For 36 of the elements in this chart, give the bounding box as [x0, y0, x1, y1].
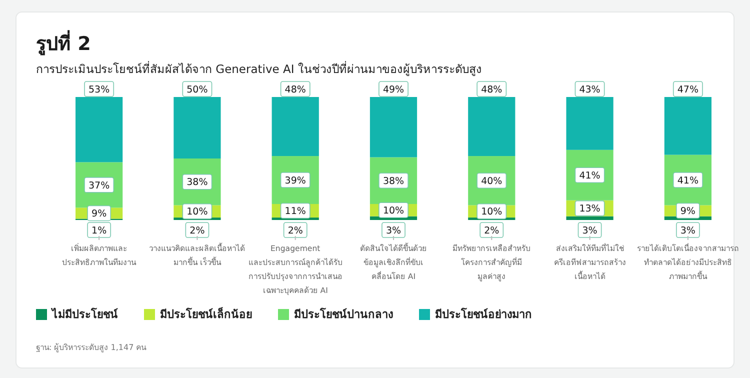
data-label: 48% [284, 84, 306, 96]
data-label: 11% [284, 206, 306, 218]
data-label: 38% [186, 177, 208, 188]
legend-label: มีประโยชน์อย่างมาก [435, 307, 532, 321]
data-label: 53% [88, 84, 110, 96]
data-label: 38% [382, 176, 404, 187]
data-label: 3% [386, 225, 402, 236]
data-label: 2% [484, 225, 500, 236]
text: ฐาน: ผู้บริหารระดับสูง 1,147 คน [36, 343, 148, 353]
data-label: 41% [677, 175, 698, 186]
legend-label: ไม่มีประโยชน์ [50, 307, 118, 321]
data-label: 10% [382, 205, 404, 216]
data-label: 9% [92, 208, 107, 220]
chart-subtitle: การประเมินประโยชน์ที่สัมผัสได้จาก Generative AI ในช่วงปีที่ผ่านมาของผู้บริหารระดับสูง [36, 61, 482, 76]
bar [566, 216, 614, 220]
data-label: 37% [88, 180, 110, 192]
data-label: 40% [481, 176, 502, 187]
data-label: 9% [680, 206, 696, 218]
legend-label: มีประโยชน์เล็กน้อย [160, 307, 252, 321]
legend-label: มีประโยชน์ปานกลาง [294, 307, 393, 321]
data-label: 50% [186, 84, 208, 96]
data-label: 47% [677, 84, 698, 96]
chart-title: รูปที่ 2 [36, 30, 91, 56]
data-label: 2% [190, 225, 205, 236]
data-label: 3% [680, 225, 696, 236]
data-label: 48% [481, 84, 502, 96]
data-label: 39% [284, 175, 306, 186]
data-label: 1% [92, 225, 107, 236]
data-label: 41% [579, 170, 600, 182]
data-label: 13% [579, 204, 600, 215]
data-label: 49% [382, 84, 404, 96]
data-label: 3% [582, 225, 598, 236]
data-label: 43% [579, 84, 600, 96]
data-label: 2% [288, 225, 303, 236]
data-label: 10% [186, 206, 208, 218]
data-label: 10% [481, 206, 502, 218]
